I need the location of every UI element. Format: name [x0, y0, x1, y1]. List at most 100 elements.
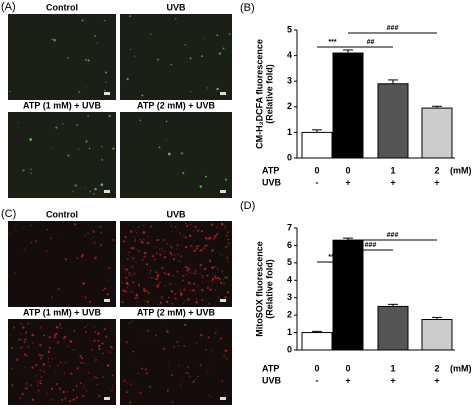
- cell-signal: [155, 252, 158, 255]
- cell-signal: [34, 379, 37, 381]
- cell-signal: [85, 140, 88, 143]
- cell-signal: [122, 240, 124, 242]
- cell-signal: [165, 300, 169, 304]
- cell-signal: [145, 372, 148, 375]
- cell-signal: [162, 347, 166, 351]
- cell-signal: [217, 232, 219, 235]
- cell-signal: [121, 265, 123, 267]
- bar: [421, 107, 453, 159]
- cell-signal: [66, 345, 69, 348]
- cell-signal: [134, 55, 136, 57]
- cell-signal: [223, 282, 225, 285]
- cell-signal: [64, 397, 67, 400]
- cell-signal: [225, 245, 228, 249]
- cell-signal: [173, 275, 175, 277]
- cell-signal: [192, 289, 195, 292]
- cell-signal: [57, 288, 60, 291]
- cell-signal: [159, 281, 161, 283]
- cell-signal: [159, 301, 162, 304]
- cell-signal: [211, 350, 213, 352]
- cell-signal: [131, 320, 134, 322]
- cell-signal: [189, 257, 191, 259]
- cell-signal: [87, 232, 89, 235]
- cell-signal: [138, 284, 140, 287]
- cell-signal: [94, 330, 97, 333]
- cell-signal: [89, 190, 92, 193]
- cell-signal: [194, 378, 197, 381]
- cell-signal: [199, 267, 201, 269]
- row-value: 0: [345, 165, 350, 175]
- cell-signal: [9, 232, 11, 235]
- image-label: UVB: [166, 2, 186, 12]
- cell-signal: [128, 322, 131, 324]
- cell-signal: [60, 232, 62, 234]
- cell-signal: [56, 326, 59, 329]
- cell-signal: [26, 387, 29, 390]
- cell-signal: [170, 230, 173, 232]
- cell-signal: [106, 364, 110, 367]
- cell-signal: [60, 398, 64, 402]
- row-label: ATP: [262, 165, 279, 175]
- cell-signal: [197, 244, 200, 247]
- cell-signal: [187, 266, 190, 270]
- cell-signal: [81, 295, 83, 298]
- y-tick-label: 3: [287, 292, 292, 302]
- cell-signal: [124, 290, 128, 293]
- y-axis-title: (Relative fold): [264, 259, 274, 319]
- cell-signal: [174, 227, 177, 229]
- cell-signal: [122, 289, 125, 292]
- cell-signal: [93, 356, 95, 358]
- cell-signal: [210, 223, 214, 226]
- scale-bar: [220, 190, 226, 193]
- cell-signal: [123, 379, 126, 383]
- cell-signal: [128, 251, 131, 254]
- cell-signal: [132, 350, 135, 353]
- cell-signal: [72, 389, 75, 392]
- cell-signal: [98, 394, 101, 397]
- cell-signal: [185, 274, 187, 276]
- row-value: -: [316, 375, 319, 385]
- cell-signal: [111, 389, 113, 391]
- cell-signal: [84, 235, 86, 237]
- cell-signal: [126, 258, 129, 261]
- cell-signal: [220, 223, 224, 226]
- cell-signal: [98, 344, 101, 348]
- cell-signal: [37, 389, 40, 392]
- cell-signal: [128, 274, 131, 276]
- cell-signal: [143, 255, 146, 258]
- micrograph: [120, 112, 232, 198]
- significance-label: ###: [365, 242, 377, 249]
- cell-signal: [146, 329, 149, 333]
- cell-signal: [207, 336, 210, 339]
- y-axis-title: CM-H₂DCFA fluorescence: [254, 39, 264, 149]
- cell-signal: [125, 281, 129, 285]
- cell-signal: [73, 329, 76, 332]
- cell-signal: [190, 244, 193, 248]
- cell-signal: [152, 276, 154, 278]
- y-tick-label: 2: [287, 101, 292, 111]
- cell-signal: [79, 354, 82, 358]
- cell-signal: [30, 241, 33, 244]
- cell-signal: [188, 372, 190, 375]
- cell-signal: [47, 362, 49, 364]
- cell-signal: [194, 238, 196, 240]
- cell-signal: [39, 357, 43, 360]
- cell-signal: [211, 249, 214, 252]
- cell-signal: [134, 238, 136, 241]
- significance-label: ###: [387, 25, 399, 32]
- cell-signal: [46, 392, 48, 395]
- cell-signal: [199, 273, 201, 275]
- cell-signal: [188, 234, 192, 238]
- row-value: 2: [434, 165, 439, 175]
- cell-signal: [105, 81, 107, 83]
- cell-signal: [220, 282, 223, 285]
- cell-signal: [124, 236, 127, 239]
- y-tick-label: 5: [287, 257, 292, 267]
- cell-signal: [209, 258, 211, 261]
- y-tick-label: 7: [287, 222, 292, 232]
- cell-signal: [184, 222, 187, 224]
- cell-signal: [183, 323, 187, 326]
- cell-signal: [103, 328, 107, 331]
- cell-signal: [156, 58, 159, 61]
